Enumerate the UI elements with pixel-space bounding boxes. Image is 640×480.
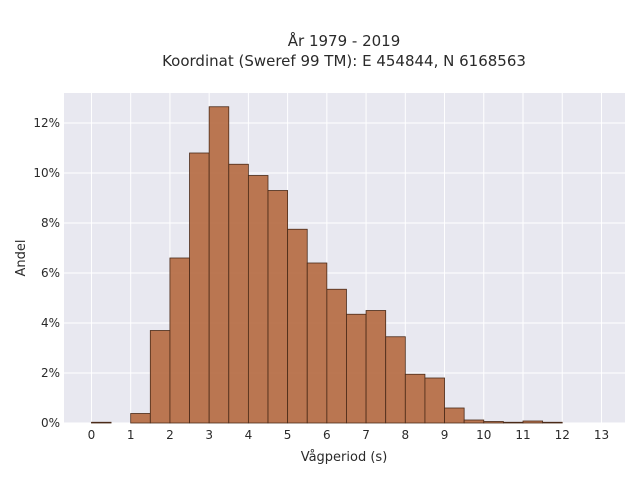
x-tick-label: 6	[323, 428, 331, 442]
x-tick-label: 2	[166, 428, 174, 442]
x-tick-label: 9	[441, 428, 449, 442]
y-tick-label: 2%	[41, 366, 60, 380]
histogram-bar	[189, 152, 210, 424]
histogram-bar	[169, 257, 190, 424]
histogram-bar	[346, 313, 367, 424]
histogram-bar	[267, 190, 289, 424]
x-axis-label: Vågperiod (s)	[301, 450, 388, 465]
histogram-bar	[208, 106, 230, 424]
histogram-bar	[385, 336, 406, 424]
y-tick-label: 12%	[33, 116, 60, 130]
x-tick-label: 12	[555, 428, 570, 442]
x-tick-label: 8	[401, 428, 409, 442]
y-tick-label: 10%	[33, 166, 60, 180]
histogram-bar	[463, 419, 485, 424]
x-tick-label: 0	[88, 428, 96, 442]
x-tick-labels: 0 1 2 3 4 5 6 7 8 9 10 11 12 13	[88, 428, 609, 442]
histogram-bar	[149, 330, 171, 424]
histogram-bar	[306, 262, 328, 424]
x-tick-label: 5	[284, 428, 292, 442]
y-tick-label: 0%	[41, 416, 60, 430]
x-tick-label: 10	[476, 428, 491, 442]
histogram-bar	[542, 421, 563, 424]
y-tick-labels: 0% 2% 4% 6% 8% 10% 12%	[33, 116, 60, 430]
chart-title-line-2: Koordinat (Sweref 99 TM): E 454844, N 61…	[162, 52, 526, 70]
histogram-bar	[228, 163, 249, 424]
y-tick-label: 8%	[41, 216, 60, 230]
y-axis-label: Andel	[14, 240, 29, 277]
x-tick-label: 11	[515, 428, 530, 442]
y-tick-label: 6%	[41, 266, 60, 280]
y-tick-label: 4%	[41, 316, 60, 330]
histogram-bar	[287, 228, 308, 424]
histogram-bar	[365, 310, 387, 424]
histogram-bar	[326, 288, 347, 424]
x-tick-label: 4	[245, 428, 253, 442]
histogram-bar	[424, 377, 445, 424]
histogram-bar	[522, 420, 544, 424]
histogram-bar	[483, 421, 504, 424]
histogram-bar	[247, 175, 269, 424]
chart-title-line-1: År 1979 - 2019	[288, 31, 401, 50]
bars	[91, 106, 563, 424]
x-tick-label: 3	[205, 428, 213, 442]
histogram-bar	[502, 421, 524, 424]
histogram-bar	[130, 413, 151, 424]
histogram-bar	[404, 373, 426, 424]
histogram-bar	[91, 421, 112, 424]
histogram-bar	[444, 407, 465, 424]
x-tick-label: 1	[127, 428, 135, 442]
x-tick-label: 13	[594, 428, 609, 442]
x-tick-label: 7	[362, 428, 370, 442]
